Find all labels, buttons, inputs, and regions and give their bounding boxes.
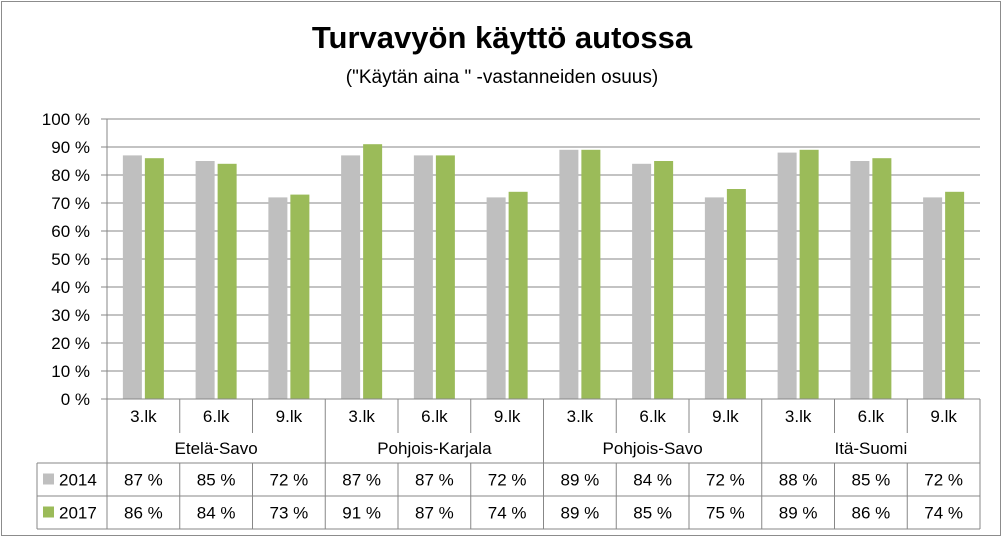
data-label: 86 % <box>124 504 163 523</box>
legend-label: 2017 <box>59 504 97 523</box>
bar-2017 <box>654 161 674 399</box>
group-label: Itä-Suomi <box>835 439 908 458</box>
y-tick-label: 50 % <box>51 250 90 269</box>
data-label: 89 % <box>779 504 818 523</box>
y-axis: 0 % 10 % 20 % 30 % 40 % 50 % 60 % 70 % 80 % 90 % 1… <box>42 110 108 409</box>
y-tick-label: 100 % <box>42 110 90 129</box>
data-label: 74 % <box>924 504 963 523</box>
data-label: 87 % <box>342 471 381 490</box>
legend-key-2014 <box>43 473 54 485</box>
chart-subtitle: ("Käytän aina " -vastanneiden osuus) <box>345 67 659 88</box>
bar-2014 <box>195 161 215 399</box>
data-label: 88 % <box>779 471 818 490</box>
legend-label: 2014 <box>59 471 97 490</box>
bar-2014 <box>923 197 943 399</box>
group-label: Pohjois-Savo <box>603 439 703 458</box>
y-tick-label: 0 % <box>61 390 90 409</box>
x-tick-label: 3.lk <box>130 407 157 426</box>
bar-2014 <box>777 152 797 399</box>
y-tick-label: 70 % <box>51 194 90 213</box>
bar-2014 <box>559 149 579 399</box>
y-tick-label: 40 % <box>51 278 90 297</box>
bar-2017 <box>799 149 819 399</box>
x-tick-label: 6.lk <box>421 407 448 426</box>
bar-2014 <box>122 155 142 399</box>
data-label: 73 % <box>270 504 309 523</box>
data-table: 3.lk 6.lk 9.lk 3.lk 6.lk 9.lk 3.lk 6.lk 9.lk 3.lk… <box>36 398 981 530</box>
data-label: 75 % <box>706 504 745 523</box>
y-tick-label: 10 % <box>51 362 90 381</box>
bar-2017 <box>290 194 310 399</box>
y-tick-label: 20 % <box>51 334 90 353</box>
data-label: 89 % <box>561 504 600 523</box>
data-label: 84 % <box>633 471 672 490</box>
bar-2017 <box>872 158 892 399</box>
data-label: 74 % <box>488 504 527 523</box>
bar-2014 <box>268 197 288 399</box>
bar-2017 <box>363 144 383 399</box>
bar-2014 <box>486 197 506 399</box>
y-tick-label: 60 % <box>51 222 90 241</box>
bar-2017 <box>217 163 237 399</box>
x-tick-label: 9.lk <box>276 407 303 426</box>
x-tick-label: 3.lk <box>785 407 812 426</box>
bar-2017 <box>435 155 455 399</box>
bars <box>122 144 965 399</box>
bar-2017 <box>144 158 164 399</box>
data-label: 72 % <box>706 471 745 490</box>
data-label: 85 % <box>852 471 891 490</box>
data-label: 85 % <box>197 471 236 490</box>
group-label: Etelä-Savo <box>175 439 258 458</box>
data-label: 91 % <box>342 504 381 523</box>
y-tick-label: 30 % <box>51 306 90 325</box>
legend-key-2017 <box>43 506 54 518</box>
bar-2014 <box>413 155 433 399</box>
x-tick-label: 9.lk <box>494 407 521 426</box>
x-tick-label: 9.lk <box>930 407 957 426</box>
group-label: Pohjois-Karjala <box>377 439 492 458</box>
data-label: 72 % <box>270 471 309 490</box>
data-label: 89 % <box>561 471 600 490</box>
bar-2017 <box>945 191 965 399</box>
x-tick-label: 9.lk <box>712 407 739 426</box>
bar-2014 <box>341 155 361 399</box>
y-tick-label: 80 % <box>51 166 90 185</box>
x-tick-label: 6.lk <box>203 407 230 426</box>
data-label: 87 % <box>124 471 163 490</box>
data-label: 72 % <box>488 471 527 490</box>
x-tick-label: 3.lk <box>348 407 375 426</box>
data-label: 87 % <box>415 504 454 523</box>
gridlines <box>107 118 980 372</box>
x-tick-label: 6.lk <box>858 407 885 426</box>
data-label: 87 % <box>415 471 454 490</box>
data-label: 84 % <box>197 504 236 523</box>
chart-title: Turvavyön käyttö autossa <box>311 20 693 55</box>
data-label: 85 % <box>633 504 672 523</box>
bar-2014 <box>704 197 724 399</box>
bar-2017 <box>581 149 601 399</box>
bar-2014 <box>632 163 652 399</box>
data-label: 86 % <box>852 504 891 523</box>
bar-2014 <box>850 161 870 399</box>
y-tick-label: 90 % <box>51 138 90 157</box>
data-label: 72 % <box>924 471 963 490</box>
bar-2017 <box>726 189 746 399</box>
x-tick-label: 6.lk <box>639 407 666 426</box>
bar-2017 <box>508 191 528 399</box>
x-tick-label: 3.lk <box>567 407 594 426</box>
